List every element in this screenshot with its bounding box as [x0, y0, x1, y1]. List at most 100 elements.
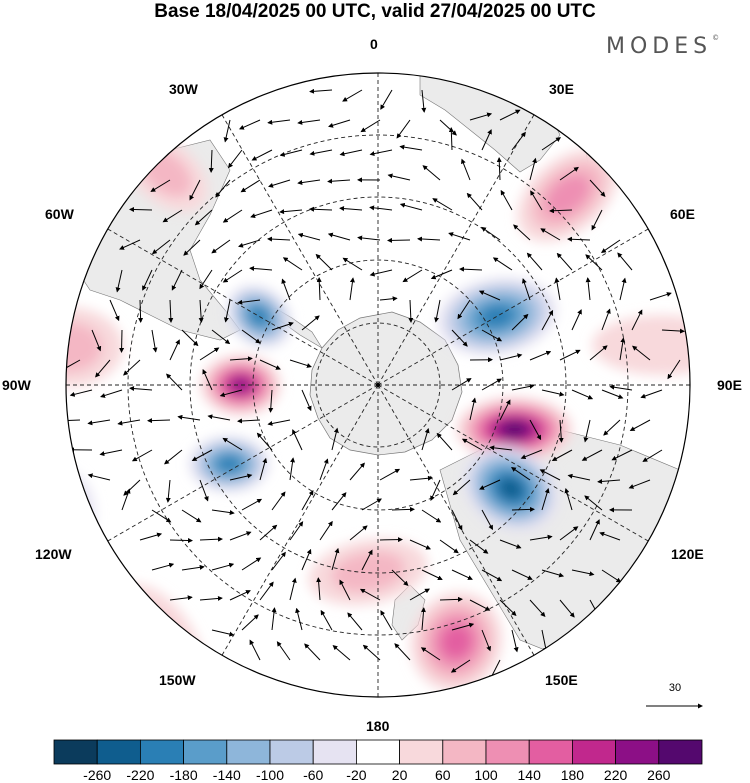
wind-arrow: [251, 149, 273, 161]
wind-arrow: [297, 119, 321, 125]
wind-arrow: [256, 432, 273, 451]
modes-logo: MODES©: [606, 34, 719, 59]
wind-arrow: [295, 607, 303, 631]
wind-arrow: [241, 557, 262, 571]
wind-arrow: [583, 419, 591, 443]
anomaly-contour: [249, 307, 269, 326]
wind-arrow: [229, 531, 252, 541]
wind-arrow: [554, 277, 561, 301]
wind-arrow: [211, 239, 231, 254]
anomaly-contour: [592, 315, 690, 376]
wind-arrow: [289, 457, 296, 481]
wind-arrow: [422, 165, 441, 181]
wind-arrow: [100, 389, 123, 398]
wind-arrow: [66, 359, 81, 372]
wind-arrow: [492, 257, 513, 271]
wind-arrow: [481, 509, 493, 531]
wind-arrow: [183, 239, 201, 256]
wind-arrow: [421, 509, 442, 523]
wind-arrow: [421, 89, 427, 113]
map-title: Base 18/04/2025 00 UTC, valid 27/04/2025…: [154, 1, 596, 22]
wind-arrow: [169, 537, 193, 543]
wind-arrow: [309, 206, 333, 212]
colorbar-tick-label: -60: [303, 767, 323, 783]
wind-arrow: [399, 202, 423, 211]
wind-arrow: [450, 659, 471, 673]
wind-arrow: [432, 198, 453, 211]
wind-arrow: [511, 629, 519, 653]
wind-arrow: [479, 479, 501, 490]
anomaly-contour: [545, 174, 590, 216]
wind-arrow: [396, 119, 411, 139]
wind-arrow: [387, 237, 411, 243]
wind-arrow: [511, 131, 526, 151]
wind-arrow: [117, 419, 141, 426]
wind-arrow: [229, 356, 253, 362]
wind-arrow: [194, 209, 213, 226]
wind-arrow: [199, 479, 209, 502]
wind-arrow: [191, 449, 213, 461]
wind-arrow: [315, 253, 333, 271]
wind-arrow: [379, 296, 398, 302]
wind-arrow: [571, 309, 582, 331]
wind-arrow: [164, 449, 183, 465]
wind-arrow: [181, 564, 205, 571]
wind-arrow: [199, 595, 223, 601]
wind-arrow: [138, 299, 144, 323]
wind-arrow: [259, 457, 268, 481]
wind-arrow: [95, 359, 111, 378]
wind-arrow: [496, 157, 502, 181]
wind-arrow: [409, 588, 430, 601]
meridian-line: [377, 103, 541, 386]
wind-arrow: [169, 595, 193, 601]
wind-arrow: [359, 588, 381, 601]
wind-arrow: [541, 389, 565, 397]
wind-arrow: [361, 549, 373, 571]
wind-arrow: [541, 569, 565, 578]
wind-arrow: [601, 389, 624, 399]
wind-arrow: [271, 491, 286, 511]
colorbar-tick-label: -140: [213, 767, 241, 783]
wind-arrow: [567, 473, 591, 481]
map-border: [65, 72, 691, 698]
wind-arrow: [417, 236, 441, 242]
wind-arrow: [202, 368, 213, 391]
colorbar-swatch: [658, 739, 703, 765]
wind-arrow: [439, 539, 459, 554]
wind-arrow: [339, 206, 363, 212]
wind-arrow: [439, 596, 463, 602]
wind-arrow: [222, 437, 243, 451]
wind-arrow: [198, 299, 204, 323]
lon-label-90w: 90W: [2, 377, 31, 393]
wind-arrow: [599, 531, 621, 541]
wind-arrow: [661, 328, 685, 334]
colorbar-tick-label: -100: [256, 767, 284, 783]
wind-arrow: [399, 144, 423, 151]
wind-arrow: [279, 149, 303, 157]
wind-arrow: [349, 462, 365, 481]
lon-label-0: 0: [370, 36, 378, 52]
colorbar-swatch: [269, 739, 314, 765]
wind-arrow: [667, 359, 681, 380]
wind-arrow: [240, 179, 261, 193]
wind-arrow: [319, 458, 329, 481]
wind-arrow: [165, 479, 171, 503]
wind-arrow: [448, 232, 471, 241]
anomaly-contour: [297, 0, 397, 57]
wind-arrow: [571, 389, 594, 400]
wind-arrow: [448, 127, 454, 151]
wind-arrow: [166, 373, 183, 391]
wind-arrow: [189, 179, 201, 201]
wind-arrow: [541, 487, 550, 511]
wind-arrow: [349, 525, 368, 541]
wind-arrow: [276, 641, 291, 661]
wind-arrow: [271, 607, 277, 631]
wind-arrow: [301, 490, 314, 511]
wind-arrow: [129, 207, 153, 213]
wind-arrow: [499, 353, 523, 361]
lon-label-30w: 30W: [169, 81, 198, 97]
wind-arrow: [268, 179, 291, 188]
meridian-line: [215, 103, 379, 386]
wind-arrow: [457, 299, 471, 320]
